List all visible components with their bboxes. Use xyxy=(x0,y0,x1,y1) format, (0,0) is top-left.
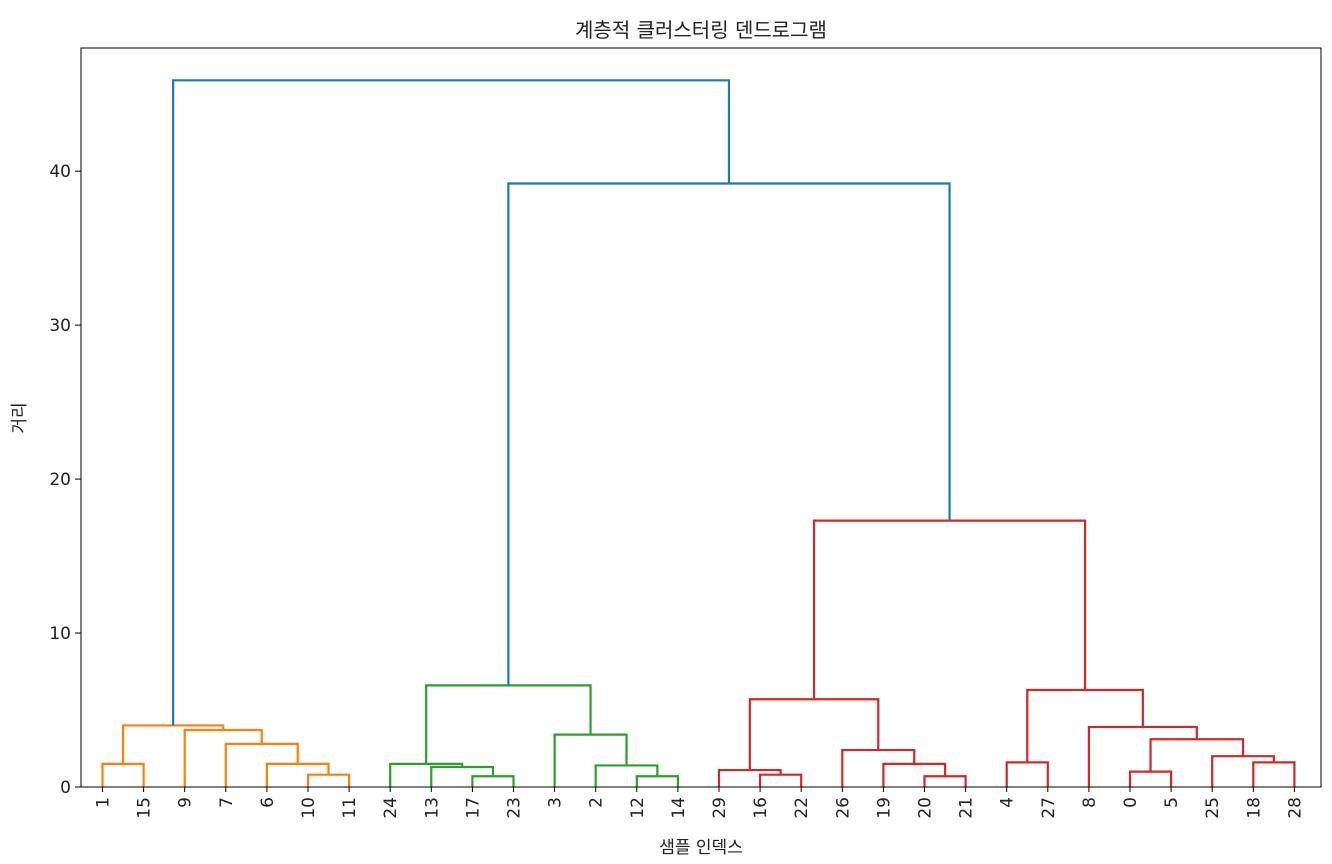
dendrogram-link-6 xyxy=(471,775,515,787)
x-tick-label: 21 xyxy=(957,797,977,819)
x-tick-label: 26 xyxy=(833,797,853,819)
y-tick-label: 20 xyxy=(49,470,71,490)
y-axis-ticks: 0 10 20 30 40 xyxy=(49,162,81,798)
y-tick-label: 30 xyxy=(49,316,71,336)
x-tick-label: 16 xyxy=(751,797,771,819)
x-tick-label: 18 xyxy=(1244,797,1264,819)
x-tick-label: 9 xyxy=(176,797,196,808)
x-axis-ticks: 1 15 9 7 6 10 11 24 13 17 23 3 2 12 14 29 16 22 26 19 20 21 4 2… xyxy=(94,787,1305,819)
y-tick-label: 0 xyxy=(60,778,71,798)
x-tick-label: 15 xyxy=(135,797,155,819)
x-tick-label: 3 xyxy=(546,797,566,808)
x-tick-label: 0 xyxy=(1121,797,1141,808)
y-tick-label: 10 xyxy=(49,624,71,644)
dendrogram-link-23 xyxy=(1149,738,1245,772)
dendrogram-link-21 xyxy=(1252,761,1296,787)
x-tick-label: 23 xyxy=(505,797,525,819)
dendrogram-link-18 xyxy=(748,698,880,771)
x-axis-label: 샘플 인덱스 xyxy=(659,838,743,858)
dendrogram-link-9 xyxy=(635,775,679,787)
x-tick-label: 24 xyxy=(381,797,401,819)
x-tick-label: 20 xyxy=(916,797,936,819)
x-tick-label: 19 xyxy=(874,797,894,819)
x-tick-label: 2 xyxy=(587,797,607,808)
x-tick-label: 13 xyxy=(422,797,442,819)
x-tick-label: 27 xyxy=(1039,797,1059,819)
plot-frame xyxy=(80,47,1322,788)
x-tick-label: 10 xyxy=(299,797,319,819)
x-tick-label: 25 xyxy=(1203,797,1223,819)
x-tick-label: 11 xyxy=(340,797,360,819)
dendrogram-link-12 xyxy=(425,684,592,764)
x-tick-label: 6 xyxy=(258,797,278,808)
x-tick-label: 29 xyxy=(710,797,730,819)
dendrogram-link-15 xyxy=(923,775,967,787)
y-tick-label: 40 xyxy=(49,162,71,182)
x-tick-label: 12 xyxy=(628,797,648,819)
x-tick-label: 8 xyxy=(1080,797,1100,808)
x-tick-label: 17 xyxy=(463,797,483,819)
chart-title: 계층적 클러스터링 덴드로그램 xyxy=(575,18,827,42)
x-tick-label: 22 xyxy=(792,797,812,819)
dendrogram-link-10 xyxy=(594,764,659,787)
dendrogram-link-14 xyxy=(717,768,782,787)
dendrogram-link-5 xyxy=(121,724,225,764)
x-tick-label: 1 xyxy=(94,797,114,808)
x-tick-label: 4 xyxy=(998,797,1018,808)
x-tick-label: 28 xyxy=(1285,797,1305,819)
dendrogram-links xyxy=(101,79,1296,787)
dendrogram-link-19 xyxy=(1005,761,1049,787)
x-tick-label: 5 xyxy=(1162,797,1182,808)
x-tick-label: 7 xyxy=(217,797,237,808)
y-axis-label: 거리 xyxy=(10,402,30,433)
dendrogram-link-3 xyxy=(224,742,299,787)
x-tick-label: 14 xyxy=(669,797,689,819)
dendrogram-link-28 xyxy=(172,79,731,726)
